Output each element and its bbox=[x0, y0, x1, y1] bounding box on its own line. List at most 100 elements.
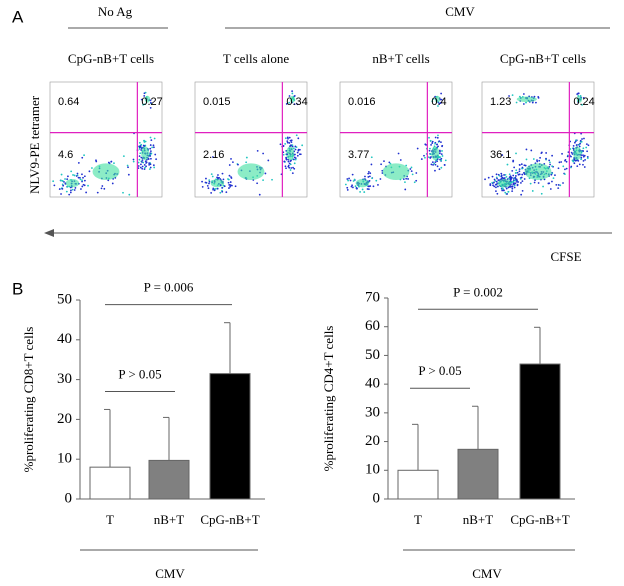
event-dot bbox=[271, 178, 273, 181]
event-dot bbox=[148, 162, 151, 165]
event-dot bbox=[423, 154, 425, 157]
event-dot bbox=[434, 136, 437, 139]
event-dot bbox=[228, 164, 231, 166]
event-dot bbox=[264, 172, 267, 175]
event-dot bbox=[372, 185, 375, 188]
event-dot bbox=[101, 185, 104, 187]
event-dot bbox=[370, 163, 373, 166]
event-dot bbox=[558, 161, 561, 164]
density-core bbox=[516, 96, 537, 103]
event-dot bbox=[143, 168, 146, 171]
density-core bbox=[289, 95, 296, 103]
event-dot bbox=[80, 188, 82, 190]
event-dot bbox=[410, 166, 413, 169]
event-dot bbox=[279, 143, 282, 146]
event-dot bbox=[290, 167, 293, 169]
event-dot bbox=[77, 176, 80, 179]
event-dot bbox=[518, 163, 521, 166]
y-tick-label: 0 bbox=[373, 490, 381, 506]
event-dot bbox=[575, 144, 578, 146]
event-dot bbox=[128, 193, 131, 196]
density-core bbox=[92, 163, 120, 180]
event-dot bbox=[405, 177, 408, 180]
event-dot bbox=[572, 144, 575, 147]
significance-label: P = 0.002 bbox=[453, 284, 503, 299]
event-dot bbox=[294, 158, 297, 161]
event-dot bbox=[75, 175, 78, 177]
event-dot bbox=[571, 153, 574, 155]
event-dot bbox=[290, 144, 292, 147]
event-dot bbox=[511, 94, 514, 97]
event-dot bbox=[152, 144, 155, 147]
event-dot bbox=[489, 183, 492, 185]
event-dot bbox=[580, 156, 583, 159]
event-dot bbox=[409, 168, 412, 170]
plot-title: T cells alone bbox=[223, 51, 289, 66]
event-dot bbox=[344, 183, 347, 186]
event-dot bbox=[520, 193, 523, 196]
event-dot bbox=[573, 159, 575, 161]
event-dot bbox=[514, 179, 517, 182]
event-dot bbox=[149, 136, 152, 139]
event-dot bbox=[523, 178, 526, 180]
event-dot bbox=[53, 184, 56, 187]
event-dot bbox=[525, 158, 528, 161]
event-dot bbox=[439, 102, 442, 105]
event-dot bbox=[537, 96, 540, 98]
event-dot bbox=[215, 187, 217, 190]
event-dot bbox=[82, 183, 85, 186]
event-dot bbox=[81, 179, 83, 182]
event-dot bbox=[539, 156, 541, 159]
y-tick-label: 50 bbox=[365, 347, 380, 363]
event-dot bbox=[495, 186, 497, 189]
event-dot bbox=[296, 151, 299, 154]
event-dot bbox=[293, 158, 295, 161]
event-dot bbox=[439, 156, 442, 159]
y-axis-label: %proliferating CD8+T cells bbox=[21, 327, 36, 473]
event-dot bbox=[506, 163, 509, 166]
event-dot bbox=[227, 178, 230, 181]
event-dot bbox=[140, 163, 142, 166]
event-dot bbox=[293, 162, 296, 165]
event-dot bbox=[582, 97, 585, 99]
event-dot bbox=[367, 170, 370, 173]
event-dot bbox=[431, 140, 434, 143]
event-dot bbox=[132, 158, 135, 161]
event-dot bbox=[493, 181, 495, 184]
event-dot bbox=[550, 173, 553, 176]
event-dot bbox=[511, 187, 514, 190]
event-dot bbox=[551, 165, 553, 168]
event-dot bbox=[405, 164, 408, 167]
event-dot bbox=[565, 160, 568, 163]
event-dot bbox=[428, 136, 430, 139]
event-dot bbox=[346, 178, 349, 180]
event-dot bbox=[441, 144, 444, 147]
event-dot bbox=[258, 193, 261, 196]
event-dot bbox=[150, 139, 153, 142]
event-dot bbox=[66, 178, 69, 181]
event-dot bbox=[126, 164, 129, 167]
event-dot bbox=[557, 187, 560, 190]
event-dot bbox=[521, 189, 524, 192]
event-dot bbox=[138, 155, 141, 158]
event-dot bbox=[230, 176, 232, 178]
event-dot bbox=[573, 162, 576, 165]
event-dot bbox=[221, 172, 224, 175]
event-dot bbox=[580, 158, 582, 161]
event-dot bbox=[368, 179, 371, 182]
event-dot bbox=[144, 160, 147, 163]
significance-label: P > 0.05 bbox=[418, 363, 461, 378]
event-dot bbox=[577, 92, 580, 95]
event-dot bbox=[512, 159, 515, 162]
event-dot bbox=[140, 98, 143, 101]
event-dot bbox=[443, 164, 446, 166]
event-dot bbox=[111, 182, 114, 185]
quadrant-value: 0.015 bbox=[203, 96, 231, 108]
event-dot bbox=[60, 173, 63, 176]
event-dot bbox=[139, 166, 142, 169]
event-dot bbox=[76, 172, 79, 175]
event-dot bbox=[229, 184, 231, 186]
event-dot bbox=[359, 191, 362, 193]
density-core bbox=[144, 95, 151, 103]
event-dot bbox=[570, 151, 573, 154]
